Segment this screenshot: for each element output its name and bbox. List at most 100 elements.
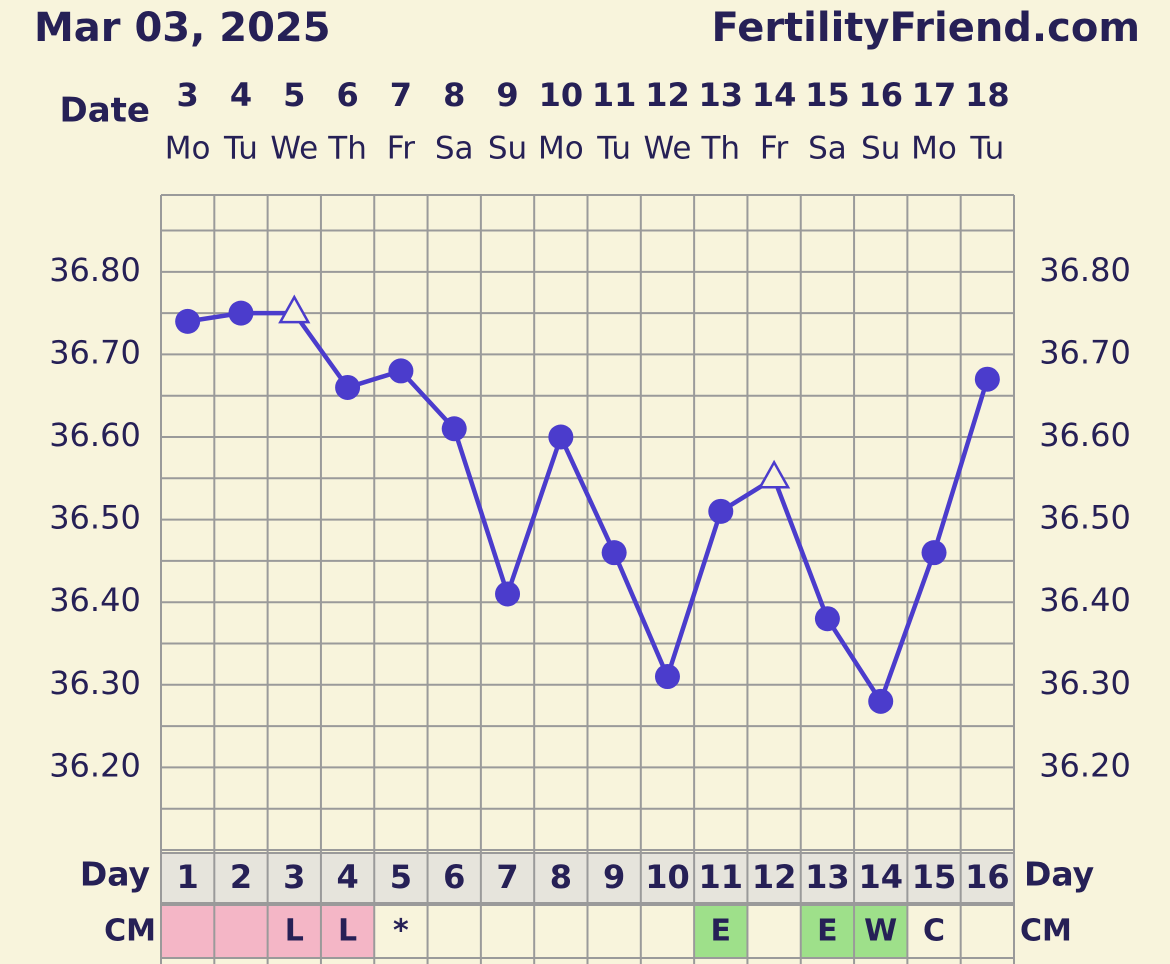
cm-cell: [320, 905, 375, 958]
date: 8: [443, 76, 465, 114]
y2-tick-label: 36.50: [1039, 499, 1131, 537]
cm-label: CM: [104, 914, 156, 949]
weekday: Mo: [538, 131, 584, 167]
cm-cell: [854, 905, 908, 958]
weekday: Sa: [808, 131, 847, 167]
cycle-day: 15: [912, 858, 957, 896]
cm-value: L: [338, 914, 357, 949]
y2-tick-label: 36.70: [1039, 333, 1131, 371]
y-tick-label: 36.20: [49, 746, 141, 784]
date: 5: [283, 76, 305, 114]
temperature-point: [388, 358, 414, 384]
cycle-day: 14: [858, 858, 903, 896]
date: 13: [699, 76, 744, 114]
cycle-day: 8: [550, 858, 572, 896]
cycle-day: 12: [752, 858, 797, 896]
date: 6: [336, 76, 358, 114]
cycle-day: 4: [336, 858, 358, 896]
temperature-point: [548, 424, 574, 450]
date: 7: [390, 76, 412, 114]
cycle-day: 2: [230, 858, 252, 896]
temperature-point: [601, 540, 627, 566]
cm-value: C: [923, 914, 945, 949]
weekday: Fr: [760, 131, 789, 167]
y-tick-label: 36.30: [49, 664, 141, 702]
cm-value: L: [285, 914, 304, 949]
weekday: We: [270, 131, 318, 167]
cycle-day: 11: [699, 858, 744, 896]
temperature-point-open: [757, 459, 791, 489]
date: 17: [912, 76, 957, 114]
day-label-right: Day: [1024, 855, 1094, 894]
weekday: Su: [488, 131, 527, 167]
cycle-day: 5: [390, 858, 412, 896]
temperature-line: [187, 310, 990, 707]
chart-title: Mar 03, 2025: [34, 5, 331, 51]
temperature-point: [175, 308, 201, 334]
cm-label-right: CM: [1020, 914, 1072, 949]
cm-cell: [161, 905, 215, 958]
y-tick-label: 36.50: [49, 499, 141, 537]
cm-value: E: [711, 914, 732, 949]
cm-cell: [694, 905, 748, 958]
temperature-point: [708, 498, 734, 524]
y2-tick-label: 36.20: [1039, 746, 1131, 784]
cm-value: *: [393, 914, 409, 949]
temperature-point: [974, 366, 1000, 392]
cm-cell: [214, 905, 268, 958]
date: 14: [752, 76, 797, 114]
day-label: Day: [80, 855, 150, 894]
date: 12: [645, 76, 690, 114]
date-label: Date: [60, 91, 150, 131]
cycle-day: 6: [443, 858, 465, 896]
temperature-point: [814, 606, 840, 632]
weekday: Su: [861, 131, 900, 167]
cm-cell: [800, 905, 855, 958]
y2-tick-label: 36.40: [1039, 581, 1131, 619]
weekday: Tu: [596, 131, 631, 167]
cycle-day: 10: [645, 858, 690, 896]
weekday: Th: [700, 131, 740, 167]
cm-value: E: [817, 914, 838, 949]
temperature-point-open: [278, 294, 311, 324]
weekday: Mo: [911, 131, 957, 167]
temperature-point: [495, 581, 521, 607]
y-tick-label: 36.80: [49, 251, 141, 289]
date: 10: [539, 76, 584, 114]
weekday: Fr: [387, 131, 416, 167]
temperature-point: [335, 374, 361, 400]
date: 11: [592, 76, 637, 114]
date: 15: [805, 76, 850, 114]
cycle-day: 1: [177, 858, 199, 896]
temperature-point: [921, 540, 947, 566]
y2-tick-label: 36.60: [1039, 416, 1131, 454]
temperature-point: [228, 300, 254, 326]
date: 18: [965, 76, 1010, 114]
temperature-point: [441, 416, 467, 442]
date: 16: [858, 76, 903, 114]
cm-value: W: [864, 914, 897, 949]
weekday: Tu: [223, 131, 258, 167]
y-tick-label: 36.60: [49, 416, 141, 454]
weekday: Sa: [435, 131, 474, 167]
cycle-day: 9: [603, 858, 625, 896]
y2-tick-label: 36.30: [1039, 664, 1131, 702]
weekday: Mo: [165, 131, 211, 167]
weekday: Th: [327, 131, 367, 167]
cycle-day: 7: [496, 858, 518, 896]
y-tick-label: 36.40: [49, 581, 141, 619]
temperature-point: [654, 664, 680, 690]
date: 3: [177, 76, 199, 114]
weekday: We: [644, 131, 692, 167]
y2-tick-label: 36.80: [1039, 251, 1131, 289]
y-tick-label: 36.70: [49, 333, 141, 371]
cycle-day: 3: [283, 858, 305, 896]
site-name: FertilityFriend.com: [711, 5, 1140, 51]
cycle-day: 13: [805, 858, 850, 896]
date: 4: [230, 76, 252, 114]
weekday: Tu: [969, 131, 1004, 167]
date: 9: [496, 76, 518, 114]
